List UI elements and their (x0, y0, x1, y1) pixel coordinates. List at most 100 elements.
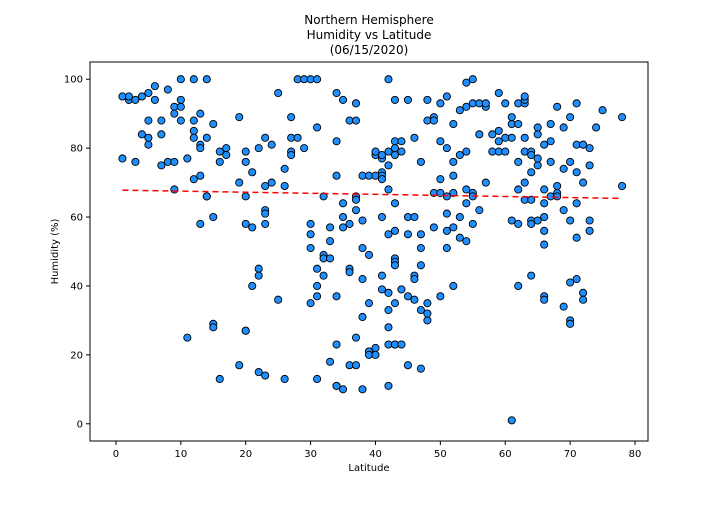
data-point (494, 137, 503, 146)
data-point (617, 113, 627, 122)
data-point (202, 75, 211, 84)
data-point (267, 178, 276, 187)
data-point (338, 212, 348, 222)
data-point (462, 102, 471, 111)
data-point (377, 175, 387, 184)
data-point (384, 230, 393, 239)
data-point (235, 361, 244, 370)
data-point (403, 230, 412, 239)
data-point (189, 116, 198, 125)
data-point (254, 264, 263, 273)
data-point (209, 119, 218, 129)
data-point (429, 116, 438, 125)
data-point (306, 244, 315, 253)
data-point (131, 157, 140, 166)
data-point (287, 113, 296, 122)
data-point (313, 292, 322, 301)
data-point (351, 333, 361, 342)
data-point (293, 133, 302, 142)
data-point (137, 92, 146, 101)
data-point (403, 361, 412, 370)
data-point (280, 374, 289, 384)
data-point (514, 157, 523, 166)
data-point (163, 85, 172, 94)
data-point (189, 75, 198, 84)
y-tick-label: 60 (70, 213, 83, 224)
data-point (215, 157, 224, 166)
data-point (540, 140, 549, 149)
data-point (553, 192, 562, 201)
data-point (494, 126, 503, 135)
data-point (462, 78, 471, 87)
data-point (468, 75, 477, 84)
y-axis-label: Humidity (%) (50, 218, 61, 284)
data-point (566, 278, 575, 287)
data-point (455, 150, 464, 160)
data-point (377, 150, 387, 160)
data-point (579, 140, 588, 149)
data-point (520, 133, 529, 142)
data-point (176, 116, 185, 125)
data-point (313, 374, 322, 384)
data-point (514, 281, 523, 291)
data-point (442, 209, 451, 218)
data-point (416, 230, 425, 239)
data-point (533, 154, 542, 163)
x-tick-label: 0 (113, 449, 119, 460)
data-point (313, 123, 322, 132)
data-point (397, 137, 406, 146)
data-point (176, 75, 185, 84)
data-point (416, 244, 425, 253)
data-point (390, 226, 400, 235)
data-point (403, 95, 412, 104)
data-point (553, 102, 562, 111)
data-point (280, 181, 289, 191)
data-point (566, 113, 575, 122)
data-point (358, 312, 367, 322)
data-point (533, 161, 542, 170)
data-point (462, 199, 471, 208)
data-point (540, 212, 549, 222)
data-point (540, 295, 549, 304)
data-point (189, 175, 198, 184)
data-point (248, 168, 257, 177)
data-point (527, 271, 536, 280)
data-point (527, 195, 536, 204)
chart-title-line: Humidity vs Latitude (307, 28, 432, 42)
data-point (442, 144, 451, 153)
data-point (313, 264, 322, 273)
data-point (338, 95, 348, 104)
data-point (144, 140, 153, 149)
data-point (377, 212, 387, 222)
chart-title-line: Northern Hemisphere (304, 13, 433, 27)
data-point (338, 223, 348, 232)
data-point (520, 178, 529, 187)
data-point (475, 130, 484, 139)
data-point (118, 154, 127, 163)
data-point (345, 268, 354, 277)
data-point (462, 237, 471, 246)
data-point (507, 216, 516, 225)
x-tick-label: 70 (564, 449, 577, 460)
data-point (332, 171, 341, 180)
data-point (371, 350, 380, 359)
data-point (436, 137, 445, 146)
data-point (410, 295, 419, 304)
data-point (384, 323, 393, 332)
data-point (416, 261, 425, 270)
data-point (501, 147, 510, 156)
data-point (585, 216, 594, 225)
x-tick-label: 10 (174, 449, 187, 460)
data-point (455, 106, 464, 115)
data-point (267, 140, 276, 149)
data-point (617, 181, 627, 191)
data-point (222, 150, 231, 160)
data-point (390, 299, 400, 308)
data-point (313, 75, 322, 84)
data-point (423, 95, 432, 104)
data-point (390, 144, 400, 153)
data-point (189, 126, 198, 135)
data-point (559, 302, 568, 311)
data-point (332, 381, 341, 390)
